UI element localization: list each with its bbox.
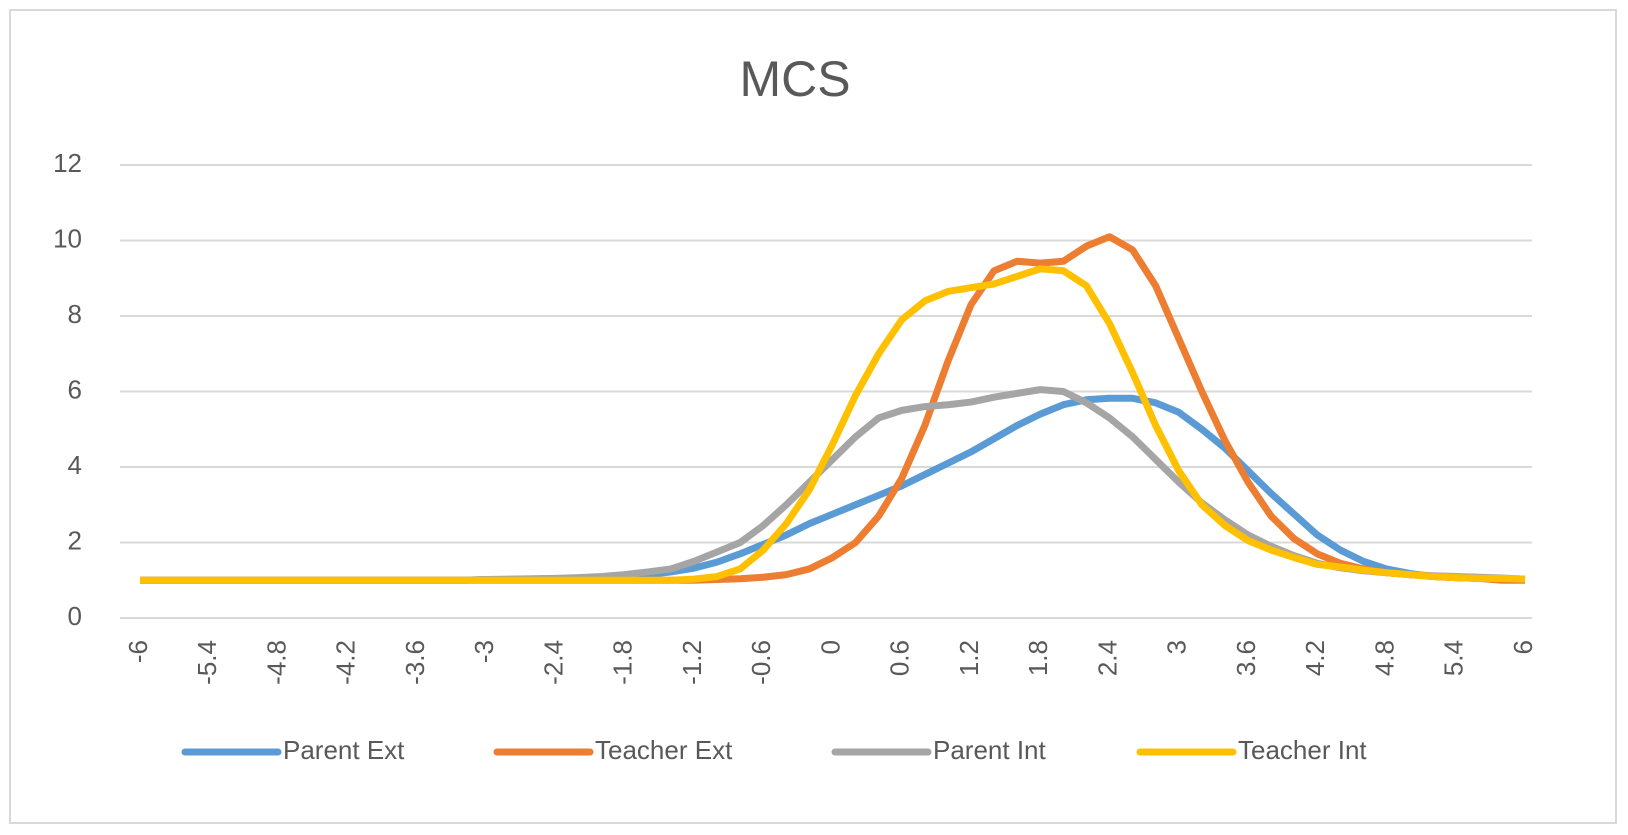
x-tick-label: 0.6 <box>885 640 915 676</box>
chart-border <box>9 9 1617 824</box>
legend-label: Parent Ext <box>283 735 405 765</box>
x-tick-label: 6 <box>1508 640 1538 654</box>
y-tick-label: 10 <box>53 223 82 253</box>
y-tick-label: 4 <box>68 450 82 480</box>
series-line <box>140 265 1526 584</box>
x-tick-label: -5.4 <box>192 640 222 685</box>
x-tick-label: -6 <box>123 640 153 663</box>
x-tick-label: 2.4 <box>1092 640 1122 676</box>
x-tick-label: 0 <box>815 640 845 654</box>
y-tick-label: 0 <box>68 601 82 631</box>
x-tick-label: 1.2 <box>954 640 984 676</box>
y-tick-label: 6 <box>68 374 82 404</box>
x-tick-label: -3 <box>469 640 499 663</box>
x-tick-label: 3.6 <box>1231 640 1261 676</box>
x-tick-label: 3 <box>1162 640 1192 654</box>
y-tick-label: 2 <box>68 525 82 555</box>
legend-label: Teacher Ext <box>595 735 733 765</box>
x-tick-label: -4.2 <box>331 640 361 685</box>
chart-title: MCS <box>739 51 850 107</box>
y-tick-label: 8 <box>68 299 82 329</box>
x-tick-label: -4.8 <box>261 640 291 685</box>
x-tick-label: -0.6 <box>746 640 776 685</box>
x-tick-label: -2.4 <box>538 640 568 685</box>
legend-label: Parent Int <box>933 735 1047 765</box>
x-tick-label: 4.8 <box>1369 640 1399 676</box>
x-tick-label: 1.8 <box>1023 640 1053 676</box>
x-tick-label: -1.2 <box>677 640 707 685</box>
y-tick-label: 12 <box>53 148 82 178</box>
x-tick-label: -1.8 <box>608 640 638 685</box>
x-tick-label: -3.6 <box>400 640 430 685</box>
x-tick-label: 5.4 <box>1439 640 1469 676</box>
legend-label: Teacher Int <box>1238 735 1367 765</box>
x-tick-label: 4.2 <box>1300 640 1330 676</box>
